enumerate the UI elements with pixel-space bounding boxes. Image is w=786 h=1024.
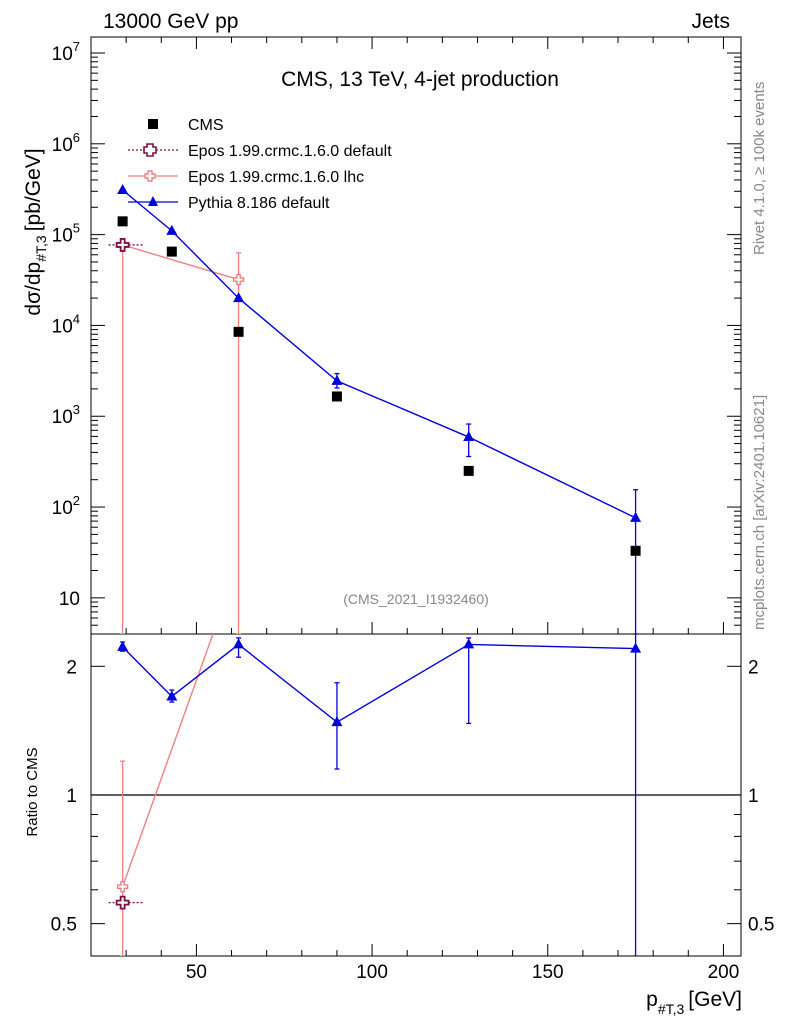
analysis-id: (CMS_2021_I1932460) xyxy=(343,591,489,607)
epos-lhc-ratio-point xyxy=(116,881,129,893)
epos-default-ratio-point xyxy=(115,895,130,910)
y-tick-label-main: 107 xyxy=(52,39,80,65)
axes: 50 100 150 200 10 102 103 104 105 106 107 0.5 0.5 1 1 2… xyxy=(51,37,774,983)
y-tick-label-ratio: 2 xyxy=(66,657,77,678)
pythia-point xyxy=(331,374,343,385)
legend-item-cms: CMS xyxy=(148,117,224,134)
cms-data-point xyxy=(630,545,641,556)
legend-marker-epos-lhc xyxy=(144,170,156,182)
svg-text:dσ/dp#T,3[pb/GeV]: dσ/dp#T,3 [pb/GeV] xyxy=(22,148,49,315)
cms-data-point xyxy=(233,326,244,337)
pythia-ratio-point xyxy=(166,690,178,701)
y-tick-label-ratio-right: 1 xyxy=(748,786,759,807)
epos-default-point xyxy=(115,238,130,252)
main-plot-marks xyxy=(108,183,642,634)
pythia-ratio-point xyxy=(117,640,129,651)
y-axis-label-main: dσ/dp xyxy=(22,262,45,316)
cms-data-point xyxy=(331,391,342,402)
epos-lhc-ratio-line xyxy=(121,634,214,887)
x-tick-label: 100 xyxy=(356,962,388,983)
cms-data-point xyxy=(166,246,177,257)
pythia-ratio-point xyxy=(630,642,642,653)
x-tick-label: 50 xyxy=(186,962,207,983)
legend-marker-cms xyxy=(148,119,158,129)
pythia-ratio-point xyxy=(331,716,343,727)
pythia-point xyxy=(463,431,475,442)
ratio-plot-marks xyxy=(91,634,741,956)
legend-label-epos-lhc: Epos 1.99.crmc.1.6.0 lhc xyxy=(188,169,364,186)
y-tick-label-ratio: 1 xyxy=(66,786,77,807)
x-axis-label-main: p xyxy=(646,988,658,1011)
y-tick-label-main: 10 xyxy=(59,589,80,610)
pythia-ratio-point xyxy=(233,638,245,649)
pythia-point xyxy=(630,511,642,522)
pythia-point xyxy=(117,183,129,194)
legend-item-epos-default: Epos 1.99.crmc.1.6.0 default xyxy=(128,143,392,160)
ratio-y-axis-label: Ratio to CMS xyxy=(24,747,41,836)
y-tick-label-ratio-right: 2 xyxy=(748,657,759,678)
legend-label-cms: CMS xyxy=(188,117,224,134)
legend-item-epos-lhc: Epos 1.99.crmc.1.6.0 lhc xyxy=(128,169,364,186)
y-tick-label-main: 103 xyxy=(52,402,80,428)
legend: CMS Epos 1.99.crmc.1.6.0 default Epos 1.… xyxy=(128,117,392,212)
y-axis-label-sub: #T,3 xyxy=(33,235,49,262)
x-axis-label-unit: [GeV] xyxy=(688,988,742,1011)
header-right: Jets xyxy=(691,10,730,33)
epos-lhc-point xyxy=(232,273,245,286)
y-tick-label-main: 105 xyxy=(52,221,80,247)
y-axis-label: dσ/dp#T,3 [pb/GeV] xyxy=(22,148,49,315)
y-tick-label-ratio-right: 0.5 xyxy=(748,915,774,936)
y-tick-label-ratio: 0.5 xyxy=(51,915,77,936)
y-tick-label-main: 102 xyxy=(52,493,80,519)
y-axis-label-unit: [pb/GeV] xyxy=(22,148,45,231)
pythia-point xyxy=(233,292,245,303)
cms-data-point xyxy=(463,465,474,476)
y-tick-label-main: 106 xyxy=(52,130,80,156)
epos-lhc-line xyxy=(122,244,239,281)
x-tick-label: 150 xyxy=(532,962,564,983)
side-text-bottom: mcplots.cern.ch [arXiv:2401.10621] xyxy=(751,395,768,630)
header-left: 13000 GeV pp xyxy=(103,10,238,33)
cms-data-point xyxy=(117,216,128,227)
legend-label-pythia: Pythia 8.186 default xyxy=(188,195,330,212)
y-tick-label-main: 104 xyxy=(52,311,80,337)
pythia-point xyxy=(166,224,178,235)
pythia-line xyxy=(122,189,636,519)
legend-label-epos-default: Epos 1.99.crmc.1.6.0 default xyxy=(188,143,392,160)
chart-title: CMS, 13 TeV, 4-jet production xyxy=(281,68,559,91)
x-tick-label: 200 xyxy=(708,962,740,983)
side-text-top: Rivet 4.1.0, ≥ 100k events xyxy=(751,82,768,255)
legend-marker-pythia xyxy=(148,196,158,206)
pythia-ratio-point xyxy=(463,638,475,649)
x-axis-label-sub: #T,3 xyxy=(658,1001,685,1017)
x-axis-label: p#T,3 [GeV] xyxy=(646,988,742,1017)
legend-item-pythia: Pythia 8.186 default xyxy=(128,195,330,212)
pythia-ratio-line xyxy=(122,643,636,724)
legend-marker-epos-default xyxy=(143,143,157,157)
